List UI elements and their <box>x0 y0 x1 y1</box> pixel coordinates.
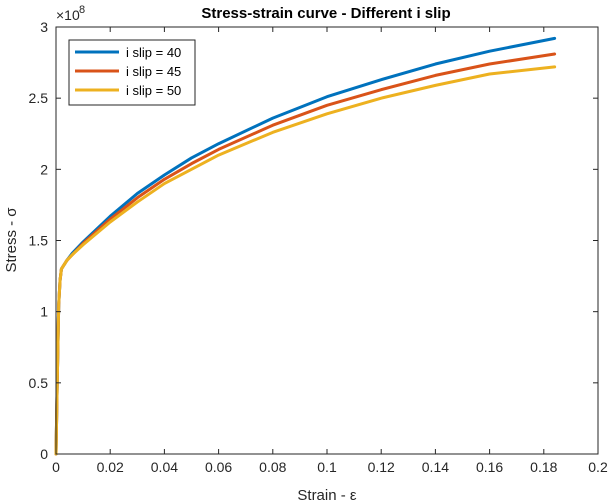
y-axis-exponent: ×10 8 <box>56 4 85 23</box>
x-tick-label: 0.1 <box>317 459 337 475</box>
series-line-3 <box>54 65 557 456</box>
y-tick-label: 3 <box>40 19 48 35</box>
y-axis-label: Stress - σ <box>3 207 20 273</box>
y-tick-label: 1.5 <box>29 233 49 249</box>
y-tick-label: 0.5 <box>29 375 49 391</box>
y-axis-exponent-base: ×10 <box>56 7 80 23</box>
x-tick-label: 0 <box>52 459 60 475</box>
legend-label-1: i slip = 40 <box>126 45 181 60</box>
x-tick-label: 0.16 <box>476 459 503 475</box>
y-tick-label: 2 <box>40 161 48 177</box>
y-axis-ticks: 0 0.5 1 1.5 2 2.5 3 <box>29 19 598 462</box>
legend-label-3: i slip = 50 <box>126 83 181 98</box>
y-axis-exponent-power: 8 <box>79 4 85 16</box>
y-tick-label: 0 <box>40 446 48 462</box>
y-tick-label: 2.5 <box>29 90 49 106</box>
x-tick-label: 0.14 <box>422 459 449 475</box>
legend-label-2: i slip = 45 <box>126 64 181 79</box>
x-tick-label: 0.02 <box>97 459 124 475</box>
x-axis-label: Strain - ε <box>297 487 357 504</box>
chart-title: Stress-strain curve - Different i slip <box>201 5 450 22</box>
x-tick-label: 0.18 <box>530 459 557 475</box>
x-tick-label: 0.04 <box>151 459 178 475</box>
x-tick-label: 0.08 <box>259 459 286 475</box>
series-group <box>54 36 557 456</box>
legend: i slip = 40 i slip = 45 i slip = 50 <box>68 39 196 106</box>
x-tick-label: 0.2 <box>588 459 608 475</box>
y-tick-label: 1 <box>40 304 48 320</box>
x-tick-label: 0.12 <box>368 459 395 475</box>
x-tick-label: 0.06 <box>205 459 232 475</box>
x-axis-ticks: 0 0.02 0.04 0.06 0.08 0.1 0.12 0.14 0.16 0.18 0.2 <box>52 27 608 475</box>
